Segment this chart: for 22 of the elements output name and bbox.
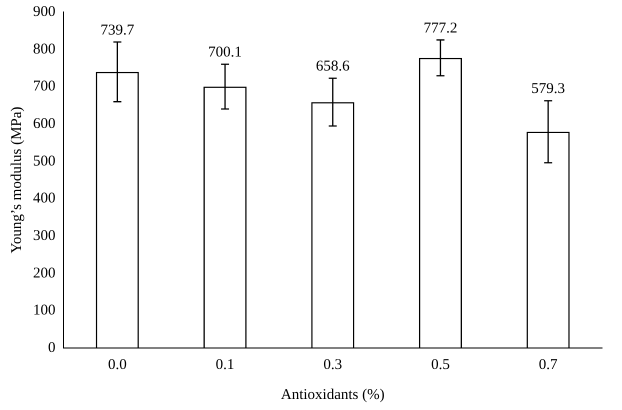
data-label: 739.7 <box>100 22 135 38</box>
y-tick-label: 0 <box>48 340 56 356</box>
y-tick-label: 500 <box>33 153 56 170</box>
data-label: 777.2 <box>424 20 458 36</box>
x-axis-title: Antioxidants (%) <box>280 386 385 403</box>
x-tick-label: 0.7 <box>538 356 558 373</box>
y-tick-label: 400 <box>33 190 56 207</box>
y-tick-label: 600 <box>33 116 56 132</box>
data-label: 700.1 <box>208 44 242 61</box>
y-tick-label: 200 <box>33 265 56 282</box>
data-label: 658.6 <box>316 58 350 75</box>
y-tick-label: 800 <box>33 41 56 58</box>
x-tick-label: 0.5 <box>431 356 450 373</box>
x-tick-label: 0.3 <box>323 356 342 373</box>
x-tick-label: 0.1 <box>216 356 234 373</box>
y-axis-title: Young’s modulus (MPa) <box>8 106 25 254</box>
y-tick-label: 100 <box>33 302 56 319</box>
y-tick-label: 300 <box>33 228 56 244</box>
y-tick-label: 900 <box>33 4 56 20</box>
data-label: 579.3 <box>531 81 566 98</box>
x-tick-label: 0.0 <box>108 356 127 373</box>
y-tick-label: 700 <box>33 78 56 95</box>
